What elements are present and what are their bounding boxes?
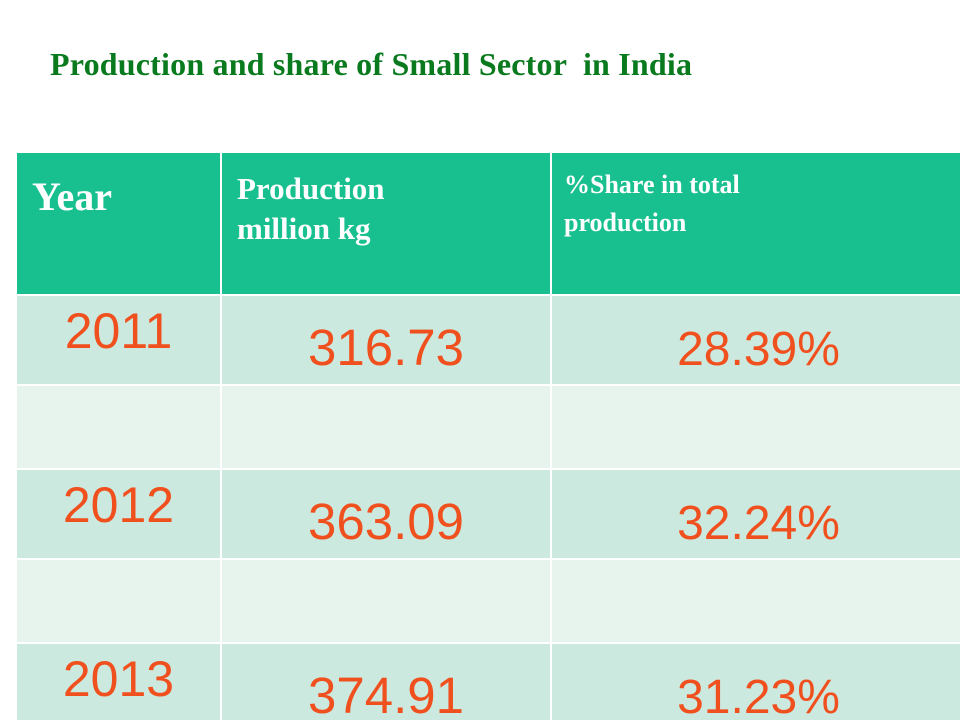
cell-year: 2012 <box>15 468 222 560</box>
cell-year <box>15 384 222 470</box>
table-row: 2012 363.09 32.24% <box>15 468 960 560</box>
cell-year <box>15 558 222 644</box>
header-production-line1: Production <box>237 171 385 206</box>
share-value: 28.39% <box>677 323 840 376</box>
table-row-empty <box>15 384 960 470</box>
production-value: 363.09 <box>308 493 464 550</box>
cell-share: 32.24% <box>550 468 960 560</box>
table-row-empty <box>15 558 960 644</box>
header-share: %Share in total production <box>550 151 960 296</box>
header-year: Year <box>15 151 222 296</box>
year-value: 2012 <box>62 477 175 533</box>
cell-year: 2011 <box>15 294 222 386</box>
cell-production: 374.91 <box>220 642 552 720</box>
cell-production: 316.73 <box>220 294 552 386</box>
production-value: 374.91 <box>308 667 464 720</box>
cell-production <box>220 384 552 470</box>
cell-production: 363.09 <box>220 468 552 560</box>
header-share-line2: production <box>564 208 687 237</box>
table-header-row: Year Production million kg %Share in tot… <box>15 151 960 296</box>
year-value: 2013 <box>62 651 175 707</box>
header-year-label: Year <box>32 174 112 219</box>
header-production-line2: million kg <box>237 211 371 246</box>
cell-year: 2013 <box>15 642 222 720</box>
share-value: 31.23% <box>677 671 840 720</box>
slide-title: Production and share of Small Sector in … <box>50 46 693 82</box>
cell-share <box>550 384 960 470</box>
table-row: 2013 374.91 31.23% <box>15 642 960 720</box>
production-value: 316.73 <box>308 319 464 376</box>
header-production: Production million kg <box>220 151 552 296</box>
year-value: 2011 <box>64 303 173 359</box>
share-value: 32.24% <box>677 497 840 550</box>
table-row: 2011 316.73 28.39% <box>15 294 960 386</box>
cell-share: 28.39% <box>550 294 960 386</box>
cell-share <box>550 558 960 644</box>
header-share-line1: %Share in total <box>564 170 740 199</box>
production-table: Year Production million kg %Share in tot… <box>15 151 960 720</box>
cell-share: 31.23% <box>550 642 960 720</box>
cell-production <box>220 558 552 644</box>
